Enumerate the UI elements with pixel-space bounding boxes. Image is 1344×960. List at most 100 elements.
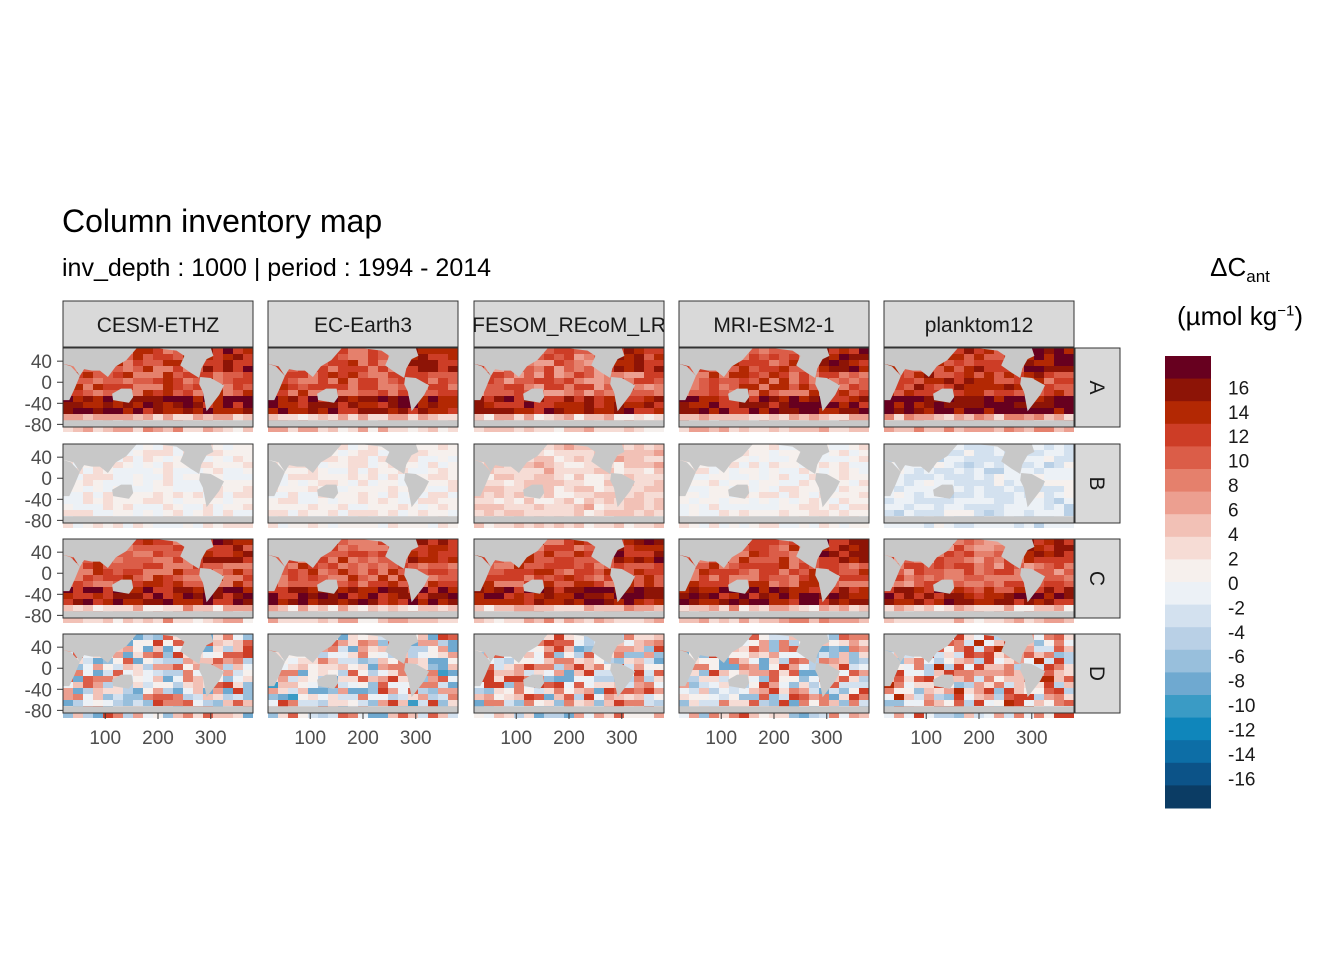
land-mask — [155, 444, 214, 474]
ocean-cell — [418, 652, 428, 658]
ocean-cell — [789, 378, 799, 384]
ocean-cell — [73, 688, 83, 694]
ocean-cell — [544, 426, 554, 432]
ocean-cell — [288, 688, 298, 694]
ocean-cell — [243, 664, 253, 670]
ocean-cell — [1044, 372, 1054, 378]
ocean-cell — [749, 587, 759, 593]
ocean-cell — [544, 575, 554, 581]
ocean-cell — [924, 390, 934, 396]
ocean-cell — [93, 402, 103, 408]
ocean-cell — [193, 402, 203, 408]
ocean-cell — [494, 396, 504, 402]
ocean-cell — [298, 617, 308, 623]
ocean-cell — [173, 372, 183, 378]
ocean-cell — [278, 581, 288, 587]
ocean-cell — [839, 575, 849, 581]
ocean-cell — [614, 563, 624, 569]
ocean-cell — [829, 492, 839, 498]
ocean-cell — [849, 456, 859, 462]
ocean-cell — [769, 510, 779, 516]
ocean-cell — [594, 498, 604, 504]
ocean-cell — [614, 360, 624, 366]
ocean-cell — [358, 640, 368, 646]
ocean-cell — [964, 522, 974, 528]
ocean-cell — [654, 658, 664, 664]
ocean-cell — [739, 426, 749, 432]
ocean-cell — [123, 617, 133, 623]
ocean-cell — [699, 510, 709, 516]
ocean-cell — [819, 551, 829, 557]
ocean-cell — [604, 700, 614, 706]
ocean-cell — [368, 545, 378, 551]
ocean-cell — [243, 682, 253, 688]
ocean-cell — [859, 575, 869, 581]
ocean-cell — [428, 545, 438, 551]
ocean-cell — [163, 557, 173, 563]
ocean-cell — [448, 378, 458, 384]
ocean-cell — [103, 504, 113, 510]
ocean-cell — [954, 504, 964, 510]
ocean-cell — [574, 557, 584, 563]
ocean-cell — [759, 575, 769, 581]
ocean-cell — [914, 414, 924, 420]
ocean-cell — [584, 652, 594, 658]
ocean-cell — [163, 354, 173, 360]
ocean-cell — [749, 486, 759, 492]
ocean-cell — [418, 522, 428, 528]
ocean-cell — [123, 498, 133, 504]
ocean-cell — [163, 474, 173, 480]
ocean-cell — [614, 617, 624, 623]
ocean-cell — [584, 480, 594, 486]
ocean-cell — [574, 360, 584, 366]
ocean-cell — [494, 468, 504, 474]
ocean-cell — [83, 402, 93, 408]
ocean-cell — [213, 456, 223, 462]
ocean-cell — [859, 360, 869, 366]
ocean-cell — [183, 426, 193, 432]
ocean-cell — [368, 354, 378, 360]
ocean-cell — [1044, 551, 1054, 557]
ocean-cell — [524, 504, 534, 510]
ocean-cell — [278, 486, 288, 492]
ocean-cell — [1064, 480, 1074, 486]
ocean-cell — [163, 640, 173, 646]
ocean-cell — [358, 444, 368, 450]
land-mask — [268, 459, 285, 497]
ocean-cell — [789, 354, 799, 360]
ocean-cell — [729, 498, 739, 504]
ocean-cell — [749, 468, 759, 474]
ocean-cell — [584, 462, 594, 468]
ocean-cell — [829, 510, 839, 516]
ocean-cell — [594, 396, 604, 402]
ocean-cell — [143, 646, 153, 652]
ocean-cell — [534, 688, 544, 694]
ocean-cell — [1014, 390, 1024, 396]
ocean-cell — [699, 378, 709, 384]
ocean-cell — [368, 468, 378, 474]
ocean-cell — [448, 682, 458, 688]
ocean-cell — [524, 498, 534, 504]
ocean-cell — [223, 658, 233, 664]
ocean-cell — [759, 396, 769, 402]
ocean-cell — [759, 617, 769, 623]
ocean-cell — [298, 372, 308, 378]
ocean-cell — [183, 694, 193, 700]
panel-border — [62, 347, 254, 428]
ocean-cell — [288, 474, 298, 480]
ocean-cell — [113, 504, 123, 510]
ocean-cell — [984, 605, 994, 611]
ocean-cell — [368, 569, 378, 575]
ocean-cell — [143, 634, 153, 640]
ocean-cell — [358, 569, 368, 575]
ocean-cell — [173, 676, 183, 682]
ocean-cell — [428, 492, 438, 498]
ocean-cell — [709, 617, 719, 623]
ocean-cell — [839, 474, 849, 480]
ocean-cell — [799, 480, 809, 486]
ocean-cell — [398, 384, 408, 390]
ocean-cell — [418, 504, 428, 510]
ocean-cell — [699, 414, 709, 420]
ocean-cell — [974, 551, 984, 557]
ocean-cell — [984, 366, 994, 372]
